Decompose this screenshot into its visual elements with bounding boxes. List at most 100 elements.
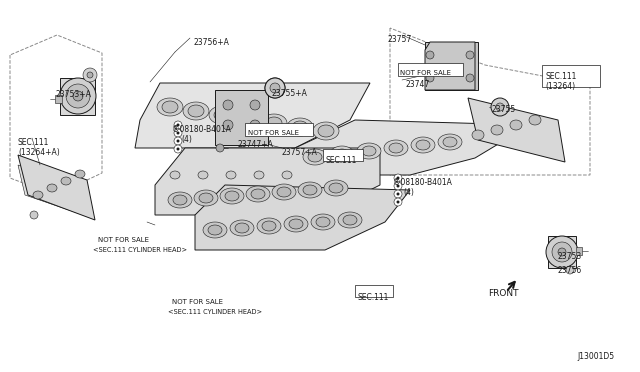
Ellipse shape <box>177 131 179 135</box>
Polygon shape <box>18 155 95 220</box>
Ellipse shape <box>66 84 90 108</box>
Ellipse shape <box>287 118 313 136</box>
Ellipse shape <box>174 121 182 129</box>
Ellipse shape <box>416 140 430 150</box>
Text: SEC.111: SEC.111 <box>326 156 357 165</box>
Ellipse shape <box>199 193 213 203</box>
Ellipse shape <box>466 51 474 59</box>
Ellipse shape <box>303 185 317 195</box>
Ellipse shape <box>177 148 179 151</box>
Ellipse shape <box>251 189 265 199</box>
Ellipse shape <box>472 130 484 140</box>
Ellipse shape <box>298 182 322 198</box>
Text: 23753+A: 23753+A <box>55 90 91 99</box>
Ellipse shape <box>261 114 287 132</box>
Ellipse shape <box>194 190 218 206</box>
Ellipse shape <box>289 219 303 229</box>
FancyBboxPatch shape <box>398 63 463 76</box>
Ellipse shape <box>397 176 399 180</box>
FancyBboxPatch shape <box>323 149 363 161</box>
Ellipse shape <box>257 218 281 234</box>
Ellipse shape <box>254 171 264 179</box>
Ellipse shape <box>262 221 276 231</box>
Text: 23755+A: 23755+A <box>272 89 308 98</box>
Ellipse shape <box>357 143 381 159</box>
Ellipse shape <box>343 215 357 225</box>
Ellipse shape <box>183 102 209 120</box>
Ellipse shape <box>168 192 192 208</box>
Ellipse shape <box>466 74 474 82</box>
Text: 23747: 23747 <box>406 80 430 89</box>
Text: (4): (4) <box>403 188 414 197</box>
Ellipse shape <box>250 100 260 110</box>
Ellipse shape <box>220 188 244 204</box>
Ellipse shape <box>223 120 233 130</box>
Text: J13001D5: J13001D5 <box>577 352 614 361</box>
Ellipse shape <box>389 143 403 153</box>
FancyBboxPatch shape <box>245 123 313 136</box>
Ellipse shape <box>170 171 180 179</box>
Text: ®08180-B401A: ®08180-B401A <box>393 178 452 187</box>
Ellipse shape <box>329 183 343 193</box>
Ellipse shape <box>566 266 574 274</box>
Ellipse shape <box>394 174 402 182</box>
Ellipse shape <box>162 101 178 113</box>
Ellipse shape <box>157 98 183 116</box>
Text: NOT FOR SALE: NOT FOR SALE <box>172 299 223 305</box>
Ellipse shape <box>214 109 230 121</box>
Ellipse shape <box>426 51 434 59</box>
Ellipse shape <box>394 182 402 190</box>
Ellipse shape <box>270 83 280 93</box>
Text: ®08180-B401A: ®08180-B401A <box>172 125 231 134</box>
Ellipse shape <box>272 184 296 200</box>
Ellipse shape <box>282 171 292 179</box>
Ellipse shape <box>209 106 235 124</box>
Ellipse shape <box>226 171 236 179</box>
Text: 23756: 23756 <box>558 266 582 275</box>
Text: NOT FOR SALE: NOT FOR SALE <box>98 237 149 243</box>
Ellipse shape <box>318 125 334 137</box>
Ellipse shape <box>265 78 285 98</box>
Ellipse shape <box>529 115 541 125</box>
Ellipse shape <box>177 124 179 126</box>
Ellipse shape <box>397 201 399 203</box>
Text: SEC.111: SEC.111 <box>358 293 389 302</box>
Ellipse shape <box>235 223 249 233</box>
Text: (13264+A): (13264+A) <box>18 148 60 157</box>
Ellipse shape <box>216 144 224 152</box>
Ellipse shape <box>311 214 335 230</box>
Polygon shape <box>195 185 410 250</box>
Ellipse shape <box>198 171 208 179</box>
Ellipse shape <box>308 152 322 162</box>
Text: 23757: 23757 <box>388 35 412 44</box>
Ellipse shape <box>324 180 348 196</box>
Ellipse shape <box>246 186 270 202</box>
Ellipse shape <box>235 110 261 128</box>
Ellipse shape <box>330 146 354 162</box>
Polygon shape <box>155 148 380 215</box>
Ellipse shape <box>438 134 462 150</box>
Ellipse shape <box>173 195 187 205</box>
Ellipse shape <box>362 146 376 156</box>
Polygon shape <box>55 95 62 103</box>
Polygon shape <box>425 42 478 90</box>
Ellipse shape <box>225 191 239 201</box>
Polygon shape <box>135 83 370 148</box>
Text: 23747+A: 23747+A <box>237 140 273 149</box>
Polygon shape <box>18 165 92 218</box>
Text: <SEC.111 CYLINDER HEAD>: <SEC.111 CYLINDER HEAD> <box>93 247 187 253</box>
Text: NOT FOR SALE: NOT FOR SALE <box>400 70 451 76</box>
Ellipse shape <box>203 222 227 238</box>
Ellipse shape <box>335 149 349 159</box>
Ellipse shape <box>75 170 85 178</box>
Ellipse shape <box>87 72 93 78</box>
Ellipse shape <box>316 217 330 227</box>
Text: 23755: 23755 <box>491 105 515 114</box>
Ellipse shape <box>277 187 291 197</box>
Ellipse shape <box>188 105 204 117</box>
Text: SEC.111: SEC.111 <box>545 72 577 81</box>
Ellipse shape <box>510 120 522 130</box>
Ellipse shape <box>266 117 282 129</box>
Text: 23753: 23753 <box>558 252 582 261</box>
Ellipse shape <box>265 78 285 98</box>
